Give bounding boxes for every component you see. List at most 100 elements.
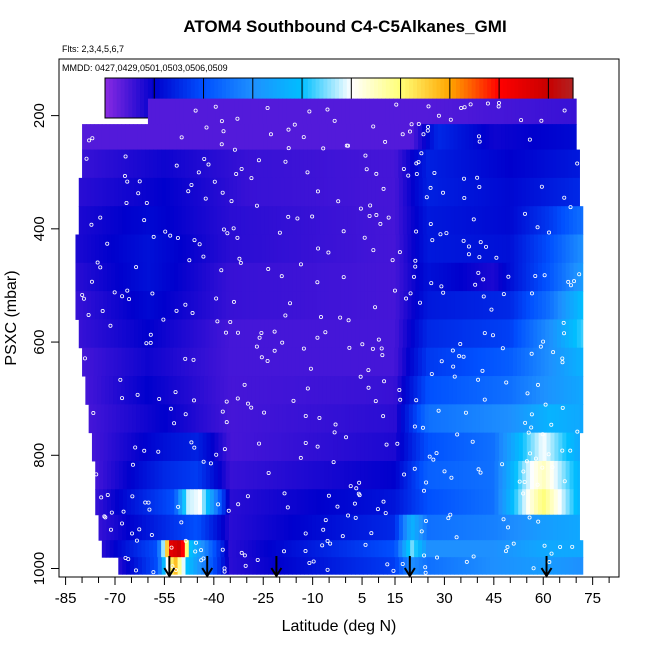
field-cell <box>293 432 298 462</box>
sample-point <box>94 472 99 477</box>
field-cell <box>256 514 262 541</box>
field-cell <box>286 98 291 125</box>
field-cell <box>537 291 543 320</box>
field-cell <box>130 460 136 490</box>
field-cell <box>478 291 484 320</box>
field-cell <box>428 98 434 125</box>
field-cell <box>465 540 470 558</box>
field-cell <box>165 514 171 541</box>
field-cell <box>265 234 270 264</box>
field-cell <box>331 149 336 179</box>
field-cell <box>439 489 444 516</box>
field-cell <box>553 489 559 516</box>
field-cell <box>479 432 484 462</box>
field-cell <box>304 514 309 541</box>
sample-point <box>86 312 91 317</box>
field-cell <box>95 432 101 462</box>
field-cell <box>90 319 96 349</box>
sample-point <box>420 425 425 430</box>
field-cell <box>389 376 395 405</box>
field-cell <box>245 234 250 264</box>
sample-point <box>380 353 385 358</box>
field-cell <box>402 347 407 377</box>
field-cell <box>391 319 396 349</box>
field-cell <box>356 489 361 516</box>
field-cell <box>360 432 366 462</box>
sample-point <box>384 442 389 447</box>
field-cell <box>213 262 219 292</box>
field-cell <box>414 149 419 179</box>
field-cell <box>339 124 344 151</box>
field-cell <box>379 319 384 349</box>
field-cell <box>201 291 207 320</box>
field-cell <box>339 149 344 179</box>
field-cell <box>126 514 131 541</box>
sample-point <box>550 465 555 470</box>
field-cell <box>180 376 185 405</box>
field-cell <box>569 262 575 292</box>
sample-point <box>448 117 453 122</box>
colorbar-segment <box>428 78 434 118</box>
sample-point <box>381 499 386 504</box>
field-cell <box>287 347 293 377</box>
field-cell <box>555 98 560 125</box>
field-cell <box>362 376 367 405</box>
field-cell <box>379 262 385 292</box>
sample-point <box>392 288 397 293</box>
field-cell <box>418 514 424 541</box>
sample-point <box>371 248 376 253</box>
field-cell <box>560 149 565 179</box>
field-cell <box>513 514 519 541</box>
field-cell <box>244 540 249 558</box>
colorbar-segment <box>518 78 523 118</box>
field-cell <box>403 262 409 292</box>
sample-point <box>476 377 481 382</box>
field-cell <box>220 149 225 179</box>
field-cell <box>469 347 474 377</box>
field-cell <box>371 514 376 541</box>
field-cell <box>168 376 173 405</box>
field-cell <box>331 319 337 349</box>
field-cell <box>163 98 169 125</box>
field-cell <box>527 98 532 125</box>
colorbar-segment <box>397 78 402 118</box>
field-cell <box>261 262 266 292</box>
field-cell <box>348 262 353 292</box>
field-cell <box>246 98 252 125</box>
sample-point <box>168 406 173 411</box>
sample-point <box>504 380 509 385</box>
field-cell <box>568 347 573 377</box>
field-cell <box>566 404 572 434</box>
field-cell <box>109 540 115 558</box>
field-cell <box>137 347 142 377</box>
field-cell <box>388 432 393 462</box>
field-cell <box>354 376 359 405</box>
field-cell <box>414 124 419 151</box>
field-cell <box>529 206 534 235</box>
sample-point <box>522 211 527 216</box>
field-cell <box>145 177 151 207</box>
pressure-band <box>78 319 584 349</box>
field-cell <box>489 557 495 575</box>
field-cell <box>220 347 225 377</box>
field-cell <box>468 98 473 125</box>
sample-point <box>315 444 320 449</box>
sample-point <box>457 354 462 359</box>
field-cell <box>516 376 521 405</box>
field-cell <box>232 149 237 179</box>
field-cell <box>557 206 562 235</box>
field-cell <box>425 149 431 179</box>
field-cell <box>478 234 484 264</box>
field-cell <box>545 234 551 264</box>
field-cell <box>257 262 262 292</box>
field-cell <box>358 347 364 377</box>
field-cell <box>447 460 452 490</box>
field-cell <box>145 514 151 541</box>
x-tick-label: -25 <box>252 590 274 607</box>
field-cell <box>138 234 144 264</box>
field-cell <box>144 376 150 405</box>
field-cell <box>371 262 377 292</box>
field-cell <box>507 432 512 462</box>
field-cell <box>386 347 391 377</box>
field-cell <box>364 432 370 462</box>
